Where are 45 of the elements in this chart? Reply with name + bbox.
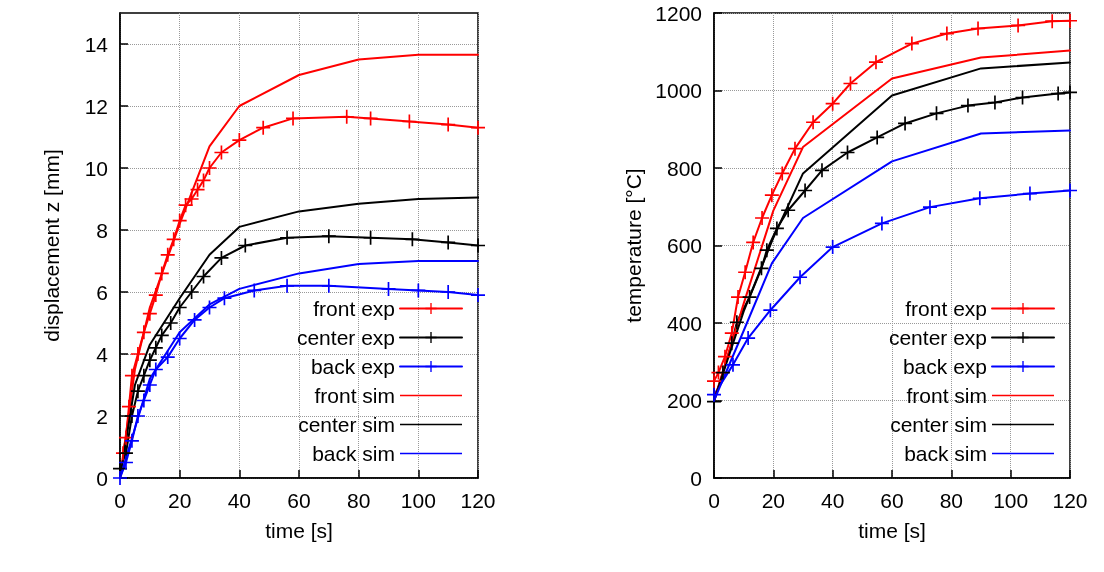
x-tick-label: 80: [939, 489, 964, 512]
x-tick-label: 40: [820, 489, 845, 512]
legend-label: center exp: [296, 326, 395, 349]
y-tick-label: 200: [666, 389, 702, 412]
y-tick-label: 6: [96, 280, 108, 304]
y-tick-label: 400: [666, 311, 702, 335]
x-tick-label: 100: [400, 489, 436, 512]
y-tick-label: 0: [96, 466, 108, 490]
x-axis-title: time [s]: [858, 519, 926, 542]
legend-label: center sim: [298, 413, 395, 436]
x-tick-label: 100: [993, 489, 1029, 512]
legend-label: front sim: [906, 384, 987, 407]
x-tick-label: 80: [346, 489, 371, 512]
y-axis-title: displacement z [mm]: [40, 149, 63, 342]
x-tick-label: 120: [1052, 489, 1088, 512]
x-tick-label: 120: [460, 489, 496, 512]
legend-label: front exp: [905, 297, 987, 320]
legend-label: back exp: [310, 355, 395, 378]
x-tick-label: 0: [114, 489, 126, 512]
legend-label: back exp: [902, 355, 987, 378]
legend-label: back sim: [312, 442, 395, 465]
y-axis-title: temperature [°C]: [622, 168, 646, 323]
legend-label: front exp: [313, 297, 395, 320]
y-tick-label: 2: [96, 404, 108, 428]
y-tick-label: 600: [666, 234, 702, 257]
x-tick-label: 20: [761, 489, 786, 512]
y-tick-label: 8: [96, 218, 108, 242]
y-tick-label: 14: [84, 32, 109, 56]
y-tick-label: 4: [96, 342, 109, 366]
y-tick-label: 800: [666, 156, 702, 180]
y-tick-label: 1000: [655, 79, 702, 102]
x-tick-label: 60: [880, 489, 904, 512]
x-axis-title: time [s]: [265, 519, 333, 542]
y-tick-label: 1200: [655, 1, 702, 25]
y-tick-label: 12: [84, 94, 108, 118]
legend-label: back sim: [904, 442, 987, 465]
legend-label: center exp: [888, 326, 987, 349]
x-tick-label: 60: [287, 489, 311, 512]
legend-label: center sim: [890, 413, 987, 436]
y-tick-label: 10: [84, 156, 108, 180]
y-tick-label: 0: [690, 466, 702, 490]
x-tick-label: 40: [227, 489, 252, 512]
x-tick-label: 0: [708, 489, 720, 512]
x-tick-label: 20: [167, 489, 192, 512]
legend-label: front sim: [314, 384, 395, 407]
